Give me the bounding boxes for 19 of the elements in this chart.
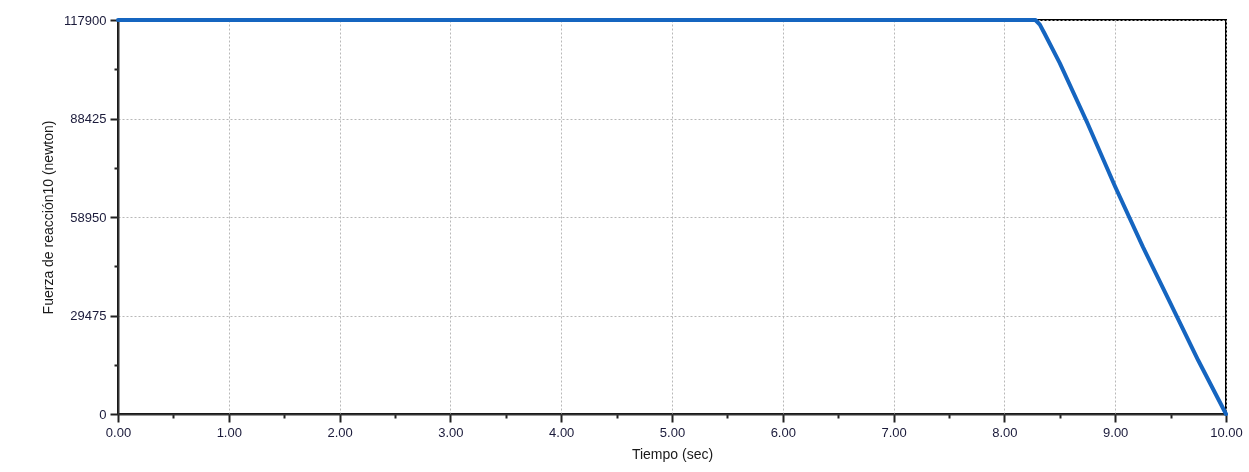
- x-tick-label: 8.00: [992, 424, 1018, 440]
- x-tick-label: 9.00: [1103, 424, 1129, 440]
- y-tick-label: 88425: [70, 111, 107, 126]
- y-tick-label: 29475: [70, 308, 107, 323]
- x-axis-title: Tiempo (sec): [631, 445, 714, 462]
- x-tick-label: 1.00: [216, 424, 242, 440]
- x-tick-label: 5.00: [659, 424, 686, 440]
- x-tick-label: 10.00: [1210, 424, 1243, 440]
- x-tick-label: 7.00: [881, 424, 907, 440]
- y-tick-label: 0: [99, 406, 107, 422]
- y-tick-label: 58950: [70, 209, 107, 225]
- x-tick-label: 6.00: [770, 424, 796, 440]
- line-series: [116, 18, 1228, 416]
- x-tick-label: 0.00: [105, 424, 132, 440]
- x-tick-label: 2.00: [327, 424, 353, 440]
- x-tick-label: 4.00: [549, 424, 575, 440]
- y-tick-label: 117900: [64, 12, 107, 28]
- y-axis-title: Fuerza de reacción10 (newton): [40, 120, 57, 315]
- x-tick-label: 3.00: [438, 424, 464, 440]
